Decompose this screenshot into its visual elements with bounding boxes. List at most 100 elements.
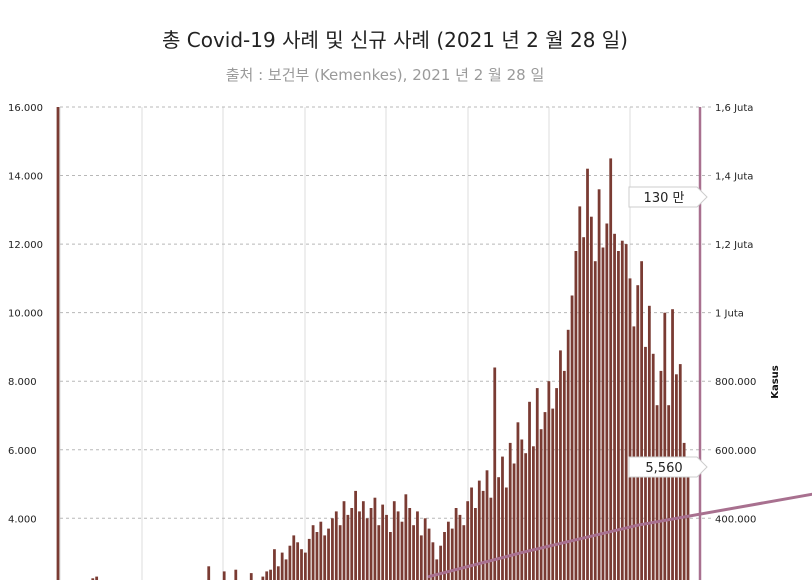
daily-case-bar [493, 367, 497, 580]
daily-case-bar [354, 490, 357, 580]
daily-case-bar [338, 525, 342, 580]
daily-case-bar [516, 422, 520, 580]
daily-case-bar [249, 573, 253, 580]
daily-case-bar [443, 532, 446, 580]
daily-case-bar [327, 528, 330, 580]
left-axis-tick-label: 12.000 [8, 240, 43, 251]
daily-case-bar [307, 538, 311, 580]
total-cases-callout-text: 130 만 [644, 191, 685, 206]
daily-case-bar [508, 442, 512, 580]
daily-case-bar [358, 511, 361, 580]
daily-case-bar [528, 401, 531, 580]
daily-case-bar [686, 464, 690, 580]
new-cases-callout-box [628, 456, 708, 478]
daily-case-bar [292, 535, 296, 580]
left-axis-ticks: 4.000 6.000 8.000 10.000 12.000 14.000 16.000 [8, 103, 43, 525]
daily-case-bar [412, 525, 415, 580]
daily-case-bar [620, 240, 624, 580]
daily-case-bar [632, 326, 636, 580]
right-axis-tick-label: 1,6 Juta [715, 103, 753, 114]
daily-case-bar [667, 405, 671, 580]
daily-case-bar [512, 463, 516, 580]
daily-case-bar [377, 525, 381, 580]
daily-case-bar [303, 552, 307, 580]
right-axis-tick-label: 1,4 Juta [715, 172, 753, 183]
daily-case-bar [400, 521, 404, 580]
daily-case-bar [663, 312, 667, 580]
daily-case-bar [423, 518, 427, 580]
cumulative-cases-line [427, 492, 812, 579]
daily-case-bar [439, 545, 443, 580]
daily-case-bar [408, 508, 412, 580]
daily-case-bar [470, 487, 473, 580]
daily-case-bar [350, 508, 354, 580]
daily-case-bar [369, 508, 373, 580]
daily-case-bar [671, 309, 674, 580]
left-axis-tick-label: 8.000 [8, 377, 37, 388]
daily-case-bar [389, 532, 392, 580]
daily-case-bar [450, 528, 454, 580]
daily-case-bar [574, 251, 578, 580]
daily-case-bar [532, 446, 535, 580]
left-axis-tick-label: 16.000 [8, 103, 43, 114]
daily-case-bar [589, 216, 593, 580]
daily-case-bar [331, 518, 334, 580]
daily-case-bar [346, 514, 350, 580]
daily-case-bar [311, 525, 315, 580]
daily-case-bar [280, 552, 284, 580]
daily-case-bar [300, 549, 303, 580]
daily-case-bar [269, 569, 272, 580]
daily-case-bar [559, 350, 562, 580]
right-axis-ticks: 400.000 600.000 800.000 1 Juta 1,2 Juta 1,4 J… [715, 103, 756, 525]
daily-cases-bars [56, 107, 690, 580]
daily-case-bar [419, 535, 423, 580]
right-axis-tick-label: 600.000 [715, 446, 756, 457]
daily-case-bar [385, 514, 388, 580]
daily-case-bar [489, 497, 493, 580]
daily-case-bar [435, 559, 439, 580]
daily-case-bar [593, 261, 597, 580]
daily-case-bar [477, 480, 481, 580]
daily-case-bar [617, 251, 620, 580]
daily-case-bar [586, 168, 589, 580]
daily-case-bar [365, 518, 369, 580]
daily-case-bar [539, 429, 543, 580]
daily-case-bar [319, 521, 323, 580]
chart-title: 총 Covid-19 사례 및 신규 사례 (2021 년 2 월 28 일) [162, 28, 628, 52]
left-axis-tick-label: 6.000 [8, 446, 37, 457]
left-axis-tick-label: 4.000 [8, 514, 37, 525]
daily-case-bar [481, 490, 485, 580]
right-axis-tick-label: 1 Juta [715, 309, 744, 320]
daily-case-bar [431, 542, 435, 580]
daily-case-bar [392, 501, 396, 580]
daily-case-bar [636, 285, 640, 580]
right-axis-tick-label: 800.000 [715, 377, 756, 388]
daily-case-bar [570, 295, 574, 580]
daily-case-bar [446, 521, 450, 580]
daily-case-bar [56, 107, 60, 580]
left-axis-tick-label: 10.000 [8, 309, 43, 320]
daily-case-bar [276, 566, 280, 580]
daily-case-bar [458, 514, 462, 580]
daily-case-bar [624, 244, 628, 580]
daily-case-bar [284, 559, 288, 580]
daily-case-bar [323, 535, 327, 580]
daily-case-bar [91, 578, 95, 580]
daily-case-bar [628, 278, 632, 580]
daily-case-bar [315, 532, 319, 580]
daily-case-bar [404, 494, 408, 580]
daily-case-bar [485, 470, 489, 580]
daily-case-bar [261, 576, 265, 580]
daily-case-bar [361, 501, 365, 580]
new-cases-callout: 5,560 [628, 456, 708, 478]
daily-case-bar [288, 545, 292, 580]
daily-case-bar [566, 329, 570, 580]
daily-case-bar [265, 571, 269, 580]
right-axis-label: Kasus [770, 365, 781, 399]
daily-case-bar [381, 504, 385, 580]
daily-case-bar [416, 511, 419, 580]
daily-case-bar [454, 508, 458, 580]
daily-case-bar [273, 549, 276, 580]
daily-case-bar [342, 501, 346, 580]
